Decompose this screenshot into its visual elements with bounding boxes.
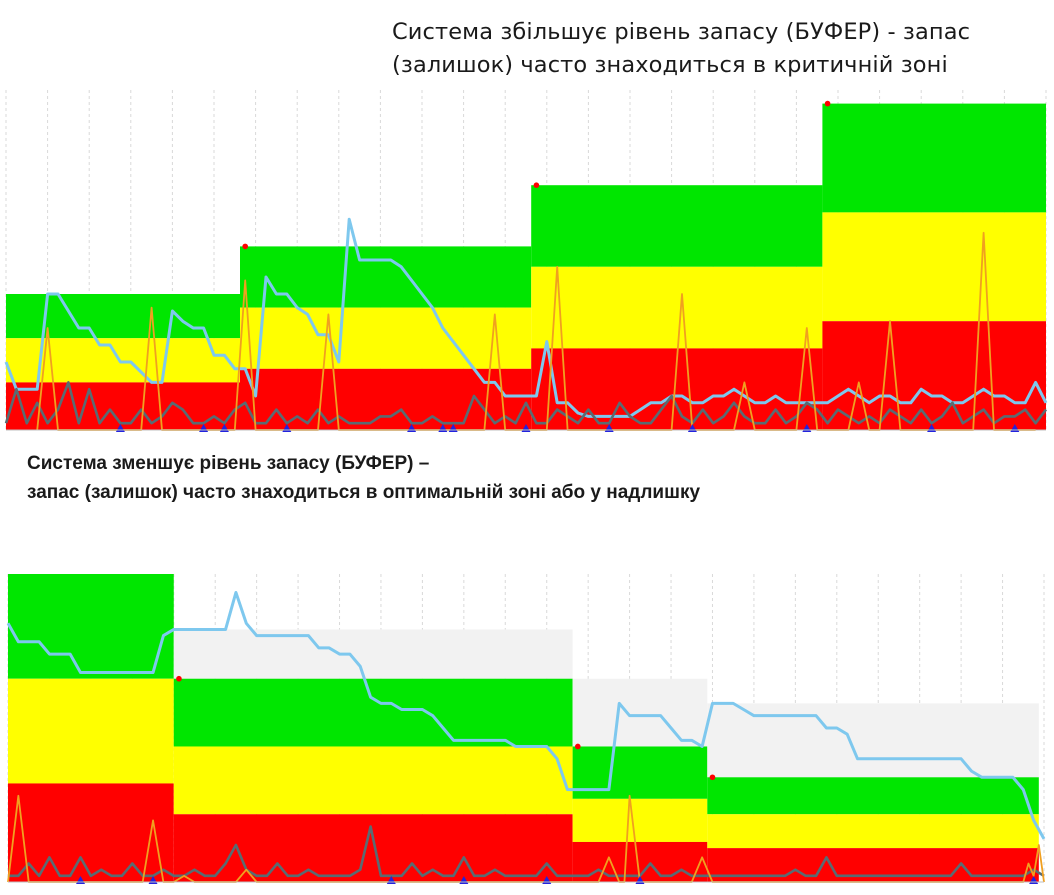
chart-title-top: Система збільшує рівень запасу (БУФЕР) -… — [392, 16, 970, 81]
bottom-yellow-zone-2 — [572, 798, 708, 842]
bottom-excess-zone-2 — [572, 678, 708, 747]
chart-top-increasing-buffer — [4, 90, 1048, 432]
top-green-zone-3 — [822, 103, 1046, 213]
bottom-buffer-change-marker-1 — [575, 743, 581, 750]
top-green-zone-1 — [240, 246, 532, 308]
bottom-yellow-zone-3 — [707, 814, 1039, 849]
top-yellow-zone-2 — [531, 266, 823, 349]
bottom-inventory-line — [6, 590, 1046, 840]
top-green-zone-2 — [531, 185, 823, 267]
chart-title-bottom: Система зменшує рівень запасу (БУФЕР) – … — [27, 450, 700, 507]
top-demand-line — [4, 381, 1048, 425]
top-orders-line — [36, 231, 1036, 431]
bottom-yellow-zone-0 — [8, 678, 174, 784]
bottom-yellow-zone-1 — [173, 746, 573, 815]
top-inventory-line — [4, 217, 1048, 418]
chart-bottom-decreasing-buffer — [6, 574, 1046, 884]
chart-title-top-line1: Система збільшує рівень запасу (БУФЕР) -… — [392, 19, 971, 45]
bottom-excess-zone-1 — [173, 629, 573, 679]
top-buffer-change-marker-0 — [242, 243, 248, 250]
bottom-buffer-change-marker-0 — [176, 675, 182, 682]
top-buffer-change-marker-2 — [824, 100, 831, 107]
chart-title-bottom-line1: Система зменшує рівень запасу (БУФЕР) – — [27, 453, 430, 474]
bottom-red-zone-1 — [173, 814, 573, 882]
chart-title-bottom-line2: запас (залишок) часто знаходиться в опти… — [27, 481, 701, 503]
bottom-green-zone-3 — [707, 777, 1039, 815]
top-yellow-zone-3 — [822, 212, 1046, 322]
top-red-zone-3 — [822, 321, 1046, 430]
bottom-buffer-change-marker-2 — [709, 774, 716, 781]
bottom-green-zone-1 — [173, 678, 573, 747]
top-yellow-zone-1 — [240, 307, 532, 369]
chart-title-top-line2: (залишок) часто знаходиться в критичній … — [392, 51, 948, 78]
bottom-demand-line — [8, 825, 1045, 878]
bottom-green-zone-0 — [8, 574, 174, 679]
top-buffer-change-marker-1 — [533, 182, 540, 188]
